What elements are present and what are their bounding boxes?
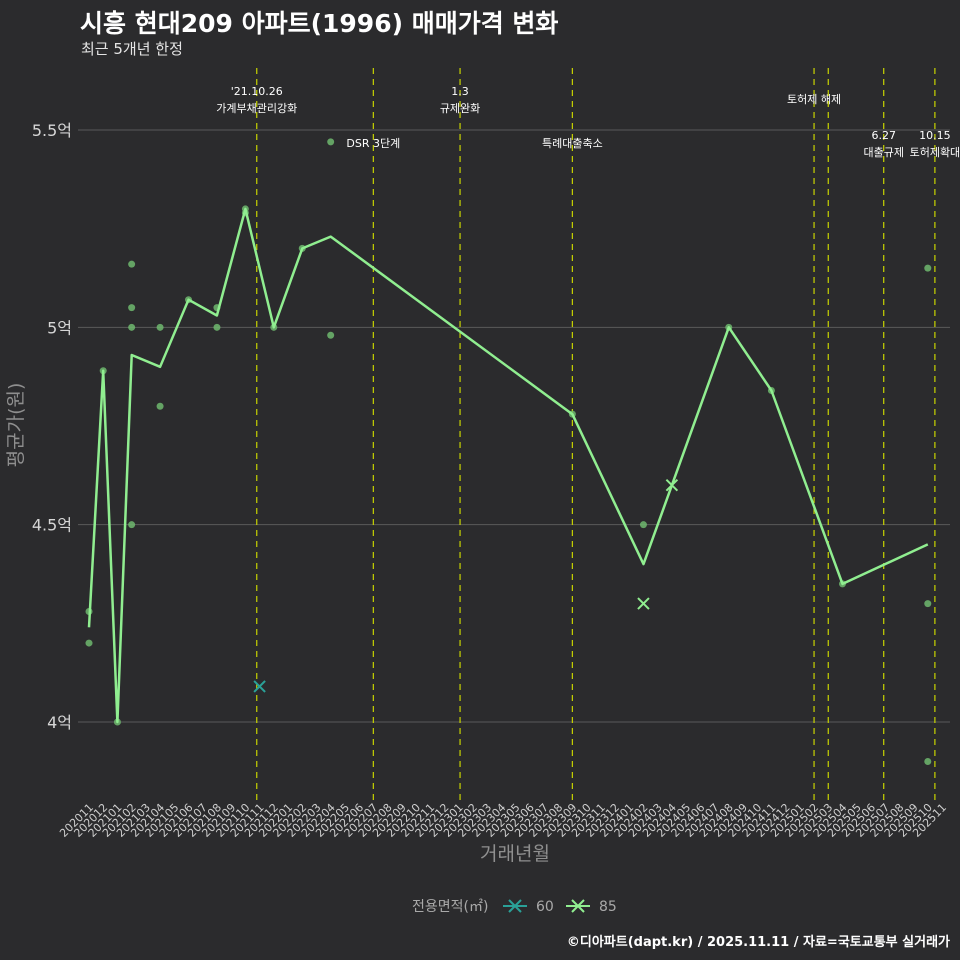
data-point bbox=[156, 402, 164, 410]
data-point bbox=[924, 757, 932, 765]
event-label: 토허제확대 bbox=[910, 146, 960, 159]
y-tick-label: 4억 bbox=[47, 713, 72, 732]
chart-title: 시흥 현대209 아파트(1996) 매매가격 변화 bbox=[80, 9, 559, 38]
data-point bbox=[128, 323, 136, 331]
data-point bbox=[128, 304, 136, 312]
cross-stroke bbox=[253, 680, 266, 693]
event-label: 가계부채관리강화 bbox=[216, 102, 297, 115]
data-point bbox=[128, 260, 136, 268]
cross-point bbox=[253, 680, 266, 693]
cross-point bbox=[665, 478, 679, 492]
event-label: 대출규제 bbox=[863, 146, 903, 159]
footer-credit: ©디아파트(dapt.kr) / 2025.11.11 / 자료=국토교통부 실… bbox=[566, 935, 950, 950]
x-axis-label: 거래년월 bbox=[480, 843, 550, 865]
data-point bbox=[128, 521, 136, 529]
data-point bbox=[85, 639, 93, 647]
legend-key-cross bbox=[571, 899, 585, 913]
data-point bbox=[327, 138, 335, 146]
cross-stroke bbox=[665, 478, 679, 492]
data-point bbox=[327, 331, 335, 339]
legend-title: 전용면적(㎡) bbox=[412, 899, 488, 915]
y-tick-label: 5.5억 bbox=[32, 121, 72, 140]
event-date: '21.10.26 bbox=[231, 85, 283, 98]
event-label: 토허제 해제 bbox=[787, 92, 841, 106]
y-axis-label: 평균가(원) bbox=[5, 383, 27, 468]
legend-label: 60 bbox=[536, 899, 554, 915]
series-layer bbox=[85, 138, 932, 765]
chart-subtitle: 최근 5개년 한정 bbox=[81, 40, 183, 58]
x-tick-layer: 2020112020122021012021022021032021042021… bbox=[57, 801, 949, 840]
legend-key-60 bbox=[503, 899, 527, 913]
event-date: 10.15 bbox=[919, 129, 951, 142]
y-tick-label: 4.5억 bbox=[32, 516, 72, 535]
data-point bbox=[156, 323, 164, 331]
legend-label: 85 bbox=[599, 899, 617, 915]
y-tick-label: 5억 bbox=[47, 318, 72, 337]
event-date: 1.3 bbox=[451, 85, 469, 98]
event-label: DSR 3단계 bbox=[346, 137, 400, 150]
data-point bbox=[639, 521, 647, 529]
legend: 전용면적(㎡) 60 85 bbox=[412, 899, 617, 915]
series-line-85 bbox=[87, 207, 929, 724]
cross-point bbox=[637, 597, 650, 610]
data-point bbox=[213, 323, 221, 331]
legend-key-cross bbox=[508, 899, 522, 913]
data-point bbox=[924, 600, 932, 608]
grid-layer: 4억 4.5억 5억 5.5억 bbox=[32, 121, 950, 732]
event-date: 6.27 bbox=[871, 129, 896, 142]
legend-key-85 bbox=[566, 899, 590, 913]
event-label: 특례대출축소 bbox=[542, 137, 603, 150]
event-label: 규제완화 bbox=[440, 102, 480, 115]
data-point bbox=[924, 264, 932, 272]
cross-stroke bbox=[637, 597, 650, 610]
